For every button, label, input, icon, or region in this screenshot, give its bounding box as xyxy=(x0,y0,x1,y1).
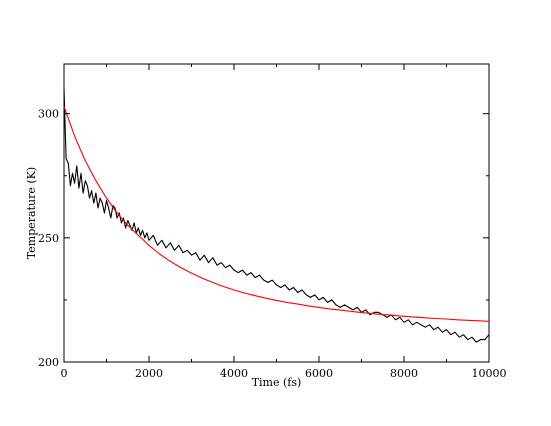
x-tick-label: 2000 xyxy=(135,367,163,380)
y-tick-label: 300 xyxy=(38,108,59,121)
x-axis-title: Time (fs) xyxy=(252,376,302,389)
plot-frame xyxy=(63,63,490,363)
series-layer xyxy=(63,88,490,343)
x-tick-label: 0 xyxy=(61,367,68,380)
y-tick-label: 250 xyxy=(38,232,59,245)
series-line-2 xyxy=(63,106,490,322)
y-axis-title: Temperature (K) xyxy=(25,167,38,259)
axes-layer: 0 2000 4000 6000 8000 10000 200 250 300 xyxy=(38,64,507,380)
x-tick-label: 6000 xyxy=(305,367,333,380)
x-tick-label: 4000 xyxy=(220,367,248,380)
x-tick-label: 8000 xyxy=(390,367,418,380)
x-tick-label: 10000 xyxy=(472,367,507,380)
series-line-1 xyxy=(63,88,490,343)
plot-area xyxy=(63,63,490,363)
y-tick-label: 200 xyxy=(38,356,59,369)
